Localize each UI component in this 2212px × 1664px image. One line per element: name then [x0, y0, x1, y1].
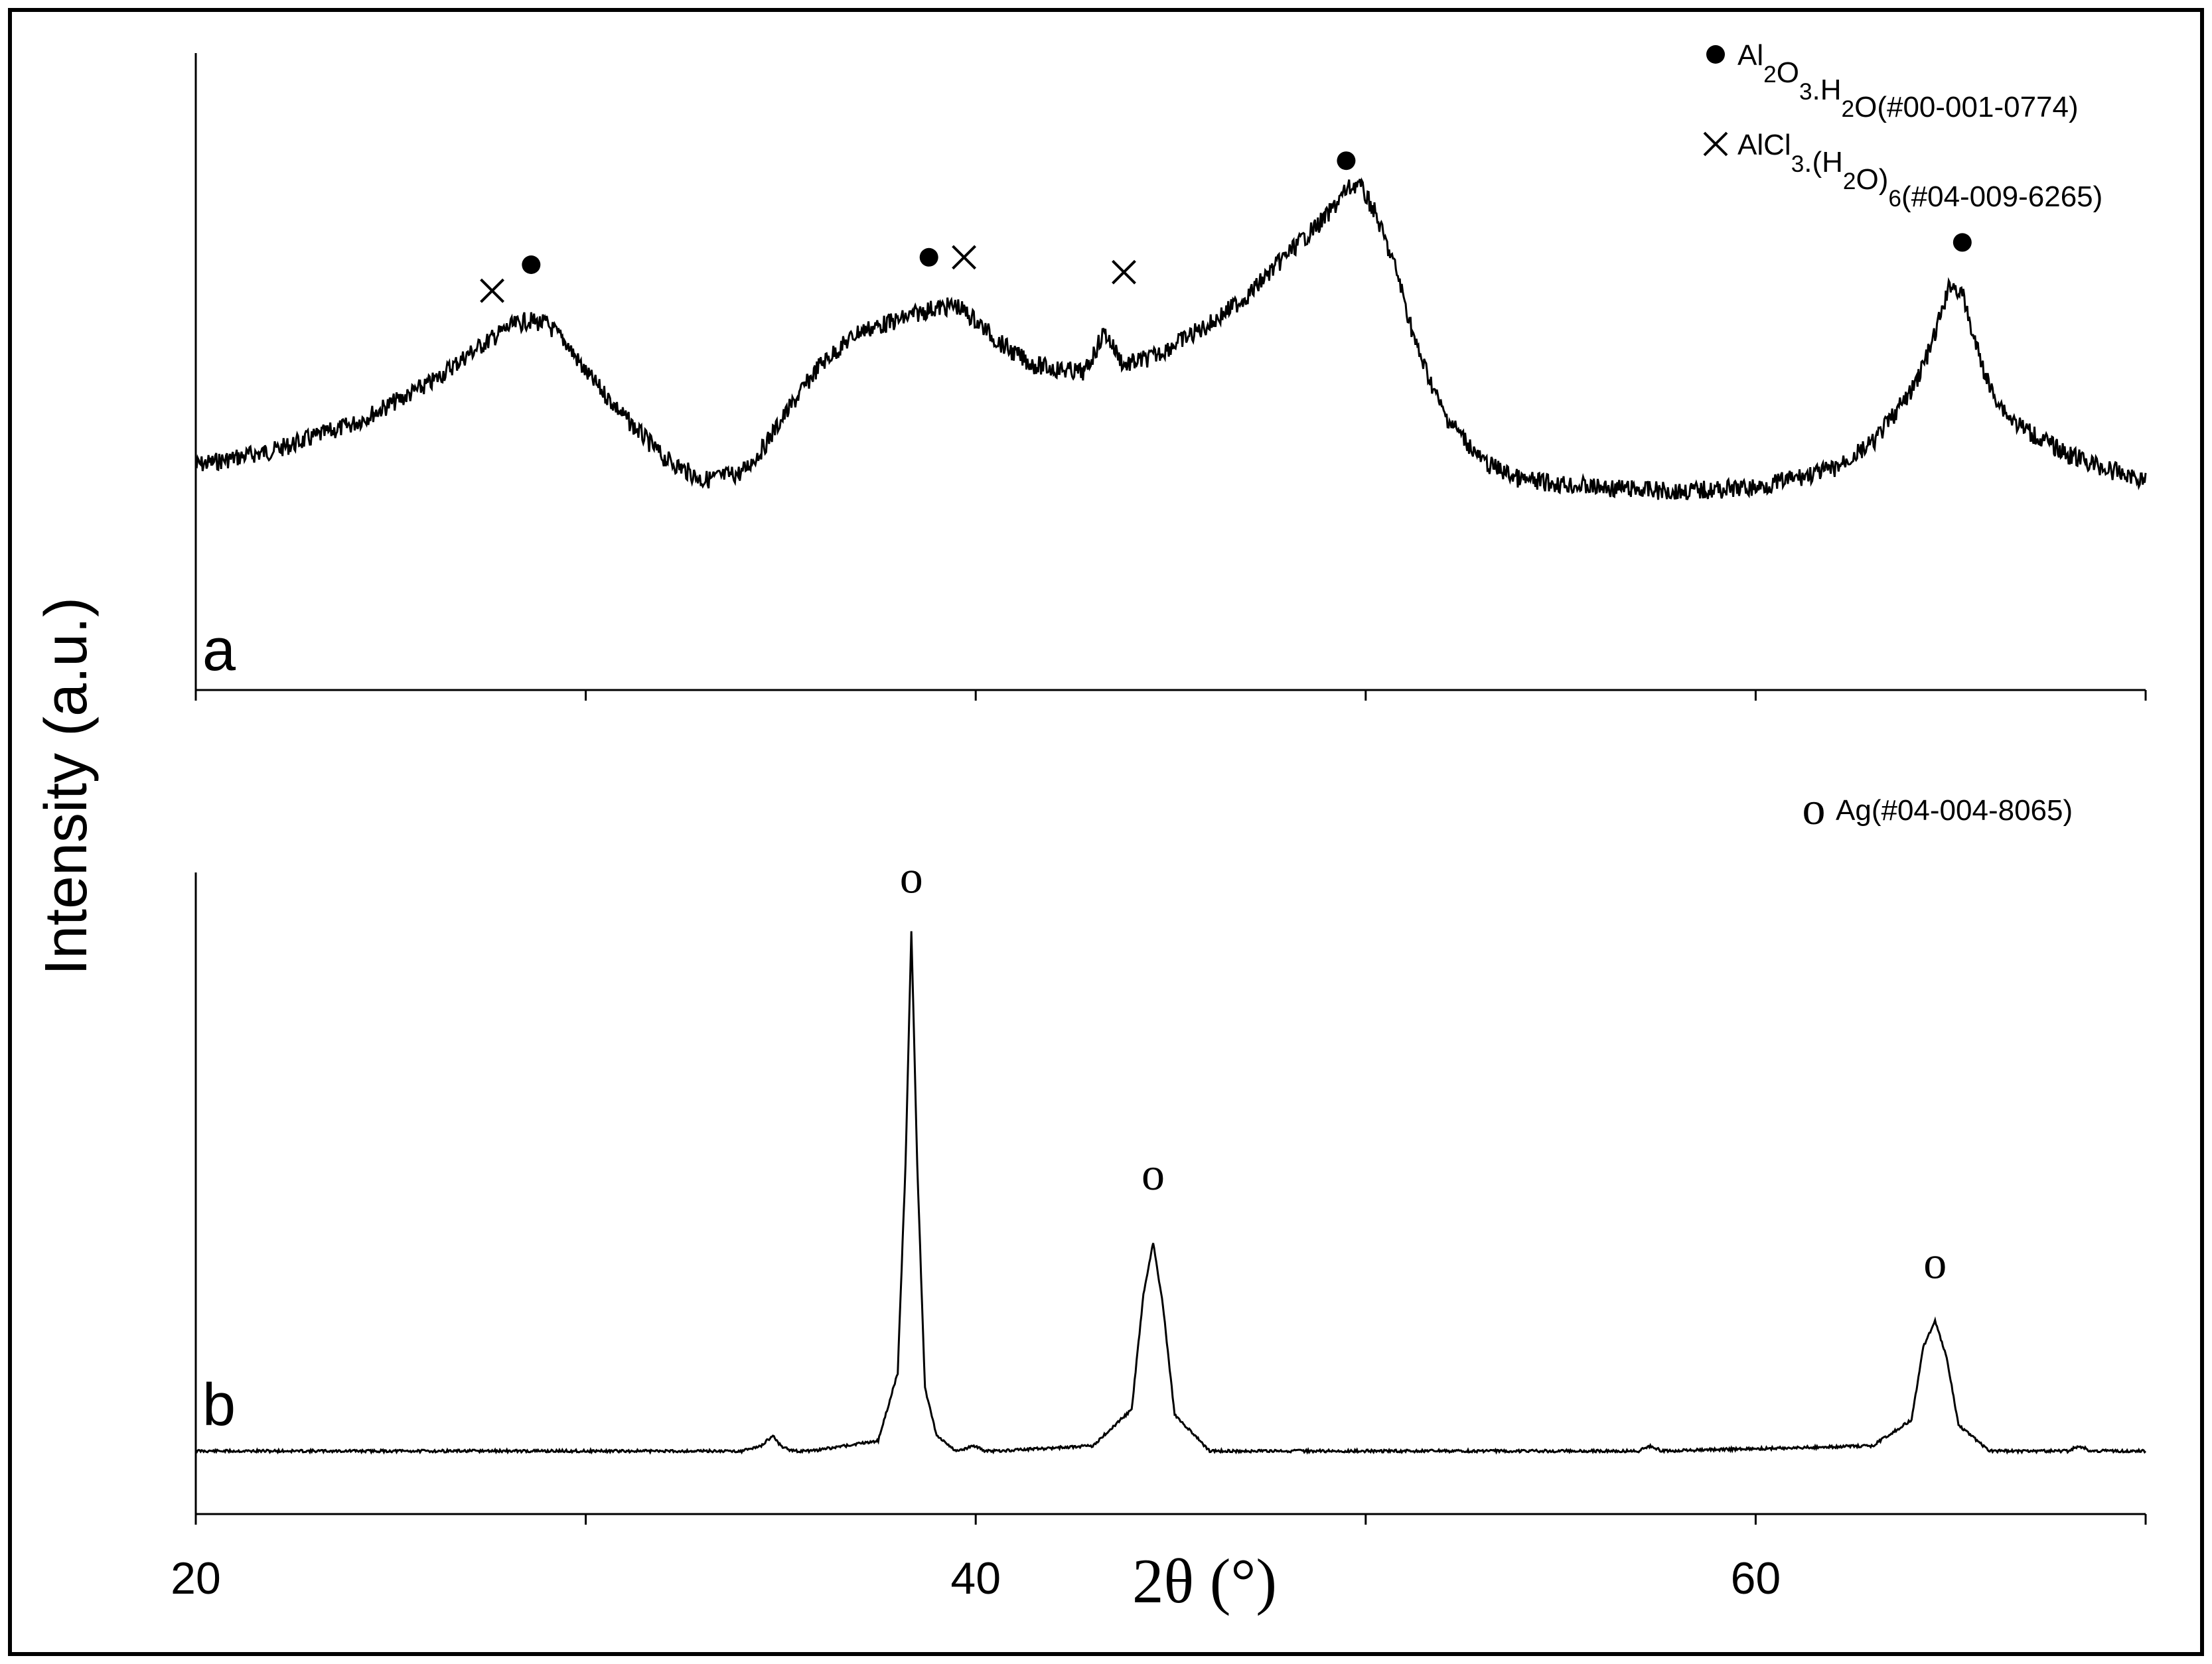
peak-marker-dot [1953, 233, 1972, 252]
legend-entry: AlCl3.(H2O)6(#04-009-6265) [1737, 129, 2102, 213]
legend-symbol-o: o [1803, 784, 1826, 835]
figure-border [8, 8, 2204, 1656]
panel-a-pattern-line [194, 177, 2147, 500]
x-axis-label: 2θ (°) [1132, 1546, 1277, 1616]
peak-marker-x [952, 245, 976, 270]
legend-symbol-x [1703, 131, 1728, 157]
peak-marker-dot [919, 247, 938, 267]
x-tick-label: 20 [171, 1553, 221, 1604]
x-tick-label: 40 [950, 1553, 1001, 1604]
panel-b-legend: o Ag(#04-004-8065) [1803, 784, 2073, 835]
x-tick-label: 60 [1731, 1553, 1781, 1604]
panel-a-chart: a Al2O3.H2O(#00-001-0774)AlCl3.(H2O)6(#0… [194, 39, 2147, 701]
panel-a-legend: Al2O3.H2O(#00-001-0774)AlCl3.(H2O)6(#04-… [1703, 39, 2102, 213]
y-axis-label: Intensity (a.u.) [33, 597, 100, 975]
panel-b-chart: 20 40 60 o o o b o Ag(#04-004-8065) [171, 784, 2147, 1604]
legend-entry: Al2O3.H2O(#00-001-0774) [1737, 39, 2079, 123]
peak-marker-dot [1337, 151, 1356, 171]
peak-marker-dot [522, 255, 541, 274]
panel-a-label: a [202, 617, 236, 683]
peak-marker-o: o [1923, 1237, 1947, 1288]
peak-marker-x [1112, 259, 1136, 285]
peak-marker-o: o [1142, 1149, 1165, 1200]
peak-marker-x [480, 278, 504, 303]
panel-b-label: b [202, 1372, 236, 1438]
legend-symbol-dot [1706, 45, 1725, 64]
legend-entry: Ag(#04-004-8065) [1836, 794, 2073, 827]
peak-marker-o: o [900, 853, 923, 904]
panel-b-pattern-line [195, 931, 2147, 1455]
